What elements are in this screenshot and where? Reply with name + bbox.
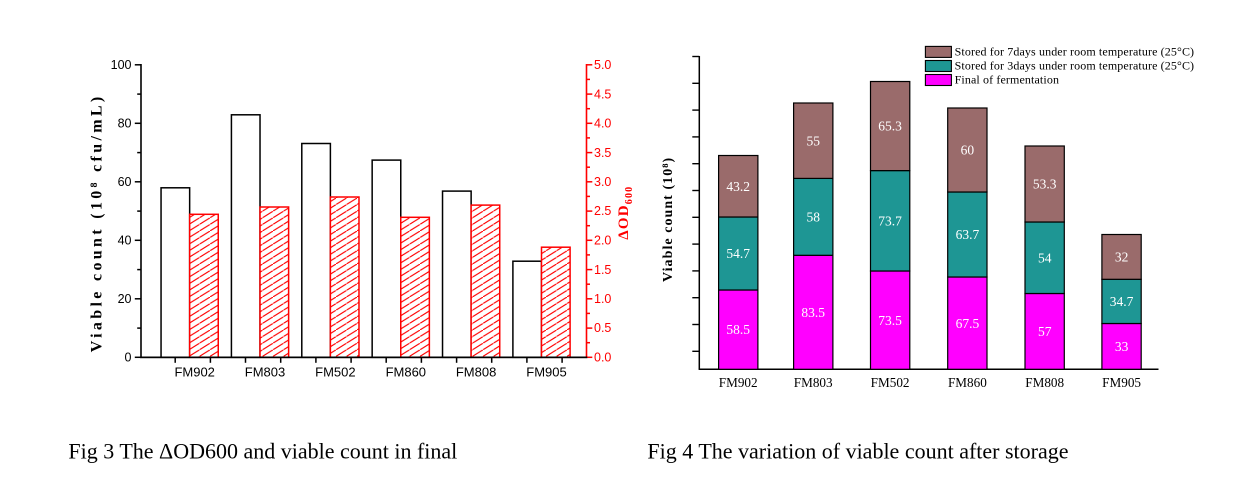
svg-text:FM902: FM902: [174, 364, 214, 379]
svg-text:60: 60: [961, 143, 975, 158]
svg-text:40: 40: [118, 234, 132, 248]
svg-text:FM905: FM905: [526, 364, 566, 379]
svg-text:33: 33: [1115, 339, 1129, 354]
svg-text:Viable count (10⁸ cfu/mL): Viable count (10⁸ cfu/mL): [89, 93, 106, 352]
svg-text:0.5: 0.5: [594, 321, 611, 335]
svg-text:67.5: 67.5: [956, 316, 980, 331]
svg-text:57: 57: [1038, 324, 1052, 339]
svg-text:58.5: 58.5: [726, 322, 750, 337]
svg-text:4.5: 4.5: [594, 87, 611, 101]
svg-text:0: 0: [125, 351, 132, 365]
svg-text:5.0: 5.0: [594, 58, 611, 72]
svg-text:100: 100: [111, 58, 132, 72]
svg-text:4.0: 4.0: [594, 117, 611, 131]
svg-text:65.3: 65.3: [878, 119, 902, 134]
svg-text:73.7: 73.7: [878, 213, 902, 228]
svg-text:2.0: 2.0: [594, 234, 611, 248]
svg-text:Viable count (10⁸): Viable count (10⁸): [661, 157, 676, 282]
svg-text:FM803: FM803: [245, 364, 285, 379]
svg-text:54.7: 54.7: [726, 246, 750, 261]
svg-text:FM803: FM803: [794, 375, 833, 390]
svg-text:2.5: 2.5: [594, 204, 611, 218]
svg-text:FM860: FM860: [386, 364, 426, 379]
svg-text:1.0: 1.0: [594, 292, 611, 306]
svg-text:FM860: FM860: [948, 375, 987, 390]
svg-text:3.0: 3.0: [594, 175, 611, 189]
svg-text:54: 54: [1038, 250, 1052, 265]
svg-text:20: 20: [118, 292, 132, 306]
svg-text:63.7: 63.7: [956, 227, 980, 242]
svg-text:3.5: 3.5: [594, 146, 611, 160]
svg-text:Stored for 3days under room te: Stored for 3days under room temperature …: [955, 59, 1195, 73]
svg-text:FM808: FM808: [456, 364, 496, 379]
svg-text:Fig 4 The variation of viable: Fig 4 The variation of viable count afte…: [647, 438, 1068, 463]
svg-text:32: 32: [1115, 250, 1129, 265]
svg-text:83.5: 83.5: [801, 305, 825, 320]
svg-text:43.2: 43.2: [726, 179, 750, 194]
svg-text:FM902: FM902: [719, 375, 758, 390]
svg-text:58: 58: [806, 210, 820, 225]
svg-text:55: 55: [806, 133, 820, 148]
svg-text:FM905: FM905: [1102, 375, 1141, 390]
svg-text:FM502: FM502: [315, 364, 355, 379]
svg-text:Stored for 7days under room te: Stored for 7days under room temperature …: [955, 45, 1195, 59]
svg-text:53.3: 53.3: [1033, 177, 1057, 192]
svg-text:73.5: 73.5: [878, 313, 902, 328]
svg-text:80: 80: [118, 117, 132, 131]
svg-text:1.5: 1.5: [594, 263, 611, 277]
svg-text:Final of fermentation: Final of fermentation: [955, 73, 1060, 87]
svg-text:60: 60: [118, 175, 132, 189]
svg-text:34.7: 34.7: [1110, 294, 1134, 309]
svg-text:Fig 3 The ΔOD600 and viable co: Fig 3 The ΔOD600 and viable count in fin…: [68, 438, 457, 463]
svg-text:FM502: FM502: [871, 375, 910, 390]
svg-text:0.0: 0.0: [594, 351, 611, 365]
svg-text:FM808: FM808: [1025, 375, 1064, 390]
